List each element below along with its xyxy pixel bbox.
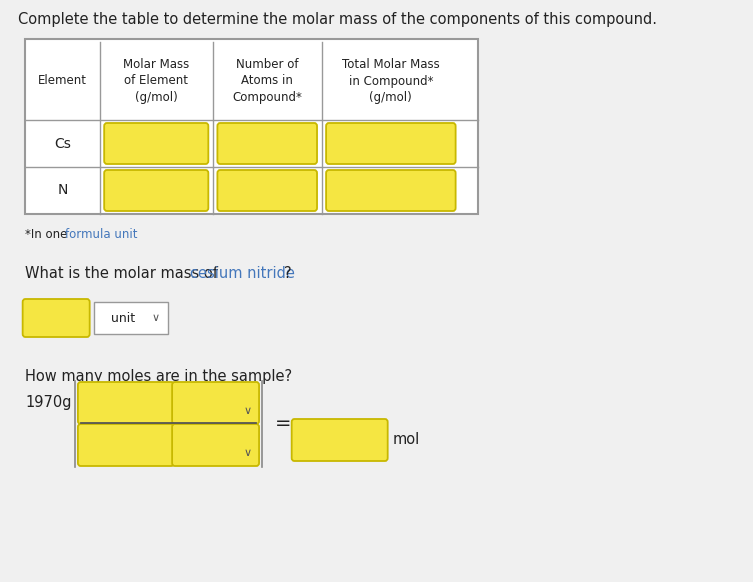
FancyBboxPatch shape <box>326 123 456 164</box>
Text: *In one: *In one <box>26 228 72 241</box>
Text: 1970g: 1970g <box>26 396 72 410</box>
FancyBboxPatch shape <box>218 123 317 164</box>
Text: Element: Element <box>38 74 87 87</box>
Text: =: = <box>274 414 291 434</box>
Text: Cs: Cs <box>54 137 71 151</box>
Text: How many moles are in the sample?: How many moles are in the sample? <box>26 369 292 384</box>
Text: Number of
Atoms in
Compound*: Number of Atoms in Compound* <box>232 58 302 105</box>
FancyBboxPatch shape <box>172 382 259 424</box>
Text: formula unit: formula unit <box>66 228 138 241</box>
FancyBboxPatch shape <box>23 299 90 337</box>
Text: ∨: ∨ <box>243 448 252 458</box>
FancyBboxPatch shape <box>326 170 456 211</box>
Text: What is the molar mass of: What is the molar mass of <box>26 266 223 281</box>
Bar <box>94 302 169 334</box>
Text: Total Molar Mass
in Compound*
(g/mol): Total Molar Mass in Compound* (g/mol) <box>342 58 440 105</box>
Text: ∨: ∨ <box>243 406 252 416</box>
Text: cesium nitride: cesium nitride <box>191 266 295 281</box>
Text: mol: mol <box>392 432 419 448</box>
FancyBboxPatch shape <box>104 170 209 211</box>
Text: Complete the table to determine the molar mass of the components of this compoun: Complete the table to determine the mola… <box>18 12 657 27</box>
FancyBboxPatch shape <box>78 424 174 466</box>
Text: ∨: ∨ <box>152 313 160 323</box>
FancyBboxPatch shape <box>172 424 259 466</box>
FancyBboxPatch shape <box>218 170 317 211</box>
FancyBboxPatch shape <box>291 419 388 461</box>
Bar <box>26 39 478 214</box>
Text: unit: unit <box>111 311 136 325</box>
FancyBboxPatch shape <box>78 382 174 424</box>
Text: Molar Mass
of Element
(g/mol): Molar Mass of Element (g/mol) <box>123 58 189 105</box>
FancyBboxPatch shape <box>104 123 209 164</box>
Text: N: N <box>57 183 68 197</box>
Text: ?: ? <box>285 266 292 281</box>
